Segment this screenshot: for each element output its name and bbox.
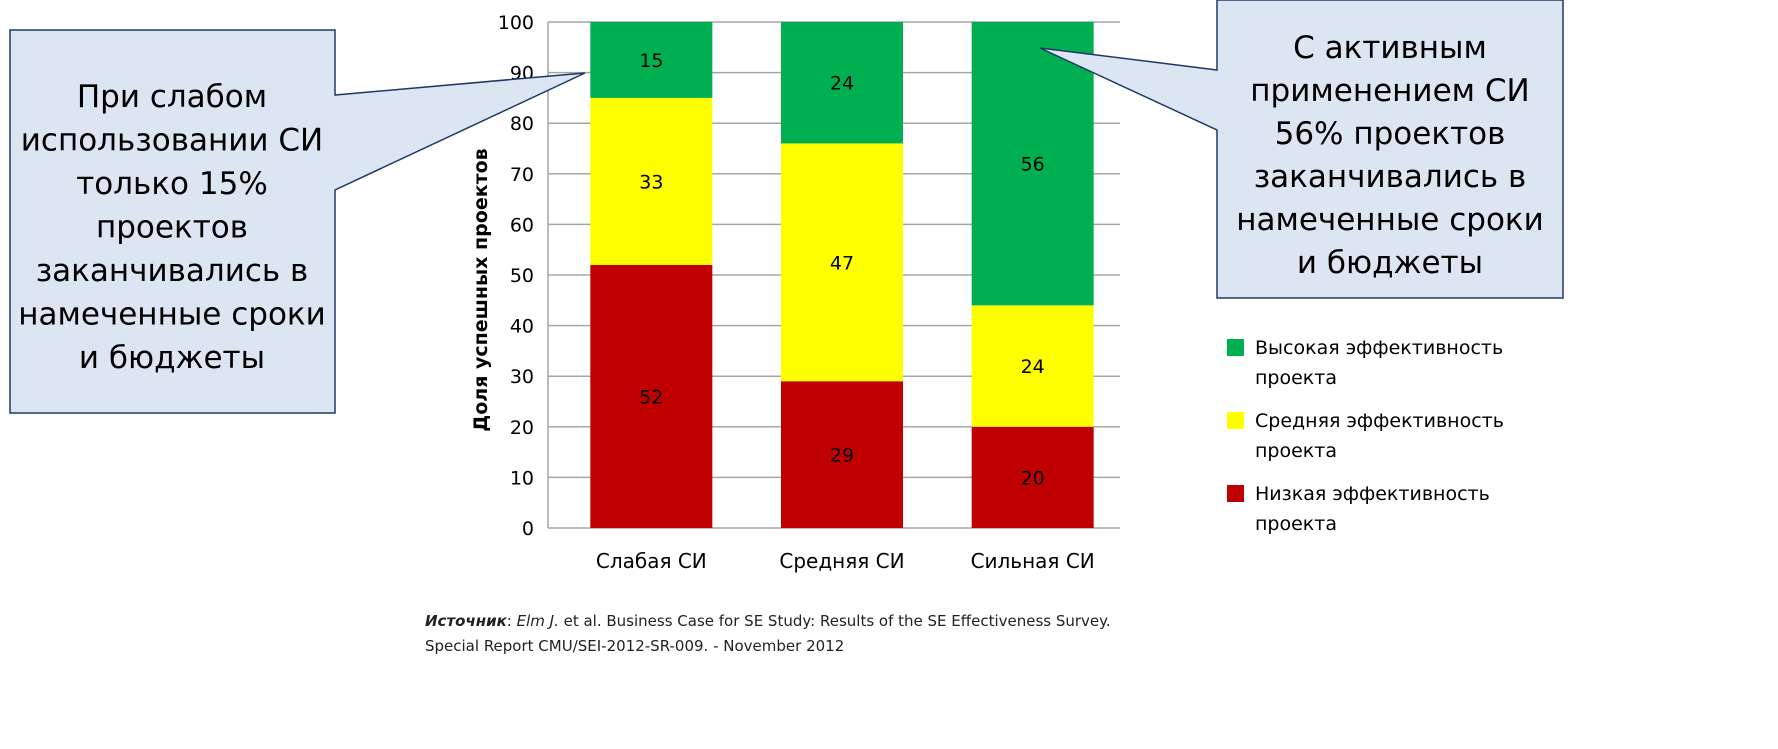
svg-text:Источник: Elm J. et al. Busine: Источник: Elm J. et al. Business Case fo…: [425, 612, 1111, 630]
source-label: Источник: [425, 612, 508, 630]
callout-line: проектов: [96, 210, 248, 246]
callout-right: С активным применением СИ 56% проектов зака…: [1039, 0, 1564, 299]
bar-segment: [971, 22, 1094, 306]
y-tick-label: 40: [510, 316, 534, 338]
y-axis-label: Доля успешных проектов: [470, 148, 492, 431]
callout-line: использовании СИ: [21, 123, 323, 159]
y-tick-label: 30: [510, 366, 534, 388]
callout-line: 56% проектов: [1275, 116, 1506, 152]
callout-line: применением СИ: [1250, 73, 1529, 109]
callout-line: При слабом: [77, 79, 267, 115]
data-label: 29: [830, 445, 854, 467]
source-note: Источник: Elm J. et al. Business Case fo…: [425, 612, 1111, 655]
bar-segment: [590, 22, 713, 98]
y-tick-label: 10: [510, 467, 534, 489]
data-label: 52: [639, 386, 663, 408]
legend: Высокая эффективность проекта Средняя эффе…: [1227, 337, 1504, 535]
y-tick-label: 60: [510, 214, 534, 236]
callout-line: намеченные сроки: [1236, 202, 1544, 238]
bar-segment: [781, 381, 903, 528]
callout-line: заканчивались в: [36, 253, 309, 289]
legend-swatch: [1227, 339, 1244, 356]
data-label: 24: [1021, 356, 1045, 378]
data-label: 56: [1021, 154, 1045, 176]
callout-left: При слабом использовании СИ только 15% прое…: [9, 29, 586, 414]
data-label: 47: [830, 252, 854, 274]
x-tick-label: Сильная СИ: [971, 549, 1095, 573]
bar-segment: [781, 22, 903, 144]
data-label: 20: [1021, 467, 1045, 489]
y-tick-label: 70: [510, 164, 534, 186]
y-tick-label: 50: [510, 265, 534, 287]
y-tick-label: 80: [510, 113, 534, 135]
y-tick-label: 100: [498, 12, 534, 34]
data-label: 24: [830, 73, 854, 95]
x-axis-labels: Слабая СИ Средняя СИ Сильная СИ: [596, 549, 1095, 573]
x-tick-label: Средняя СИ: [779, 549, 904, 573]
source-author: Elm J.: [517, 612, 559, 630]
source-line2: Special Report CMU/SEI-2012-SR-009. - No…: [425, 637, 844, 655]
legend-swatch: [1227, 485, 1244, 502]
bar-segment: [781, 143, 903, 382]
y-tick-label: 20: [510, 417, 534, 439]
x-tick-label: Слабая СИ: [596, 549, 707, 573]
bar-segment: [590, 97, 713, 265]
bar-segment: [971, 305, 1094, 427]
callout-line: С активным: [1293, 30, 1487, 66]
source-line1: et al. Business Case for SE Study: Resul…: [559, 612, 1111, 630]
legend-label: Низкая эффективность проекта: [1255, 483, 1490, 535]
bar-segment: [971, 426, 1094, 528]
legend-label: Средняя эффективность проекта: [1255, 410, 1504, 462]
bars: 52 33 15 29 47 24 20 24 56: [590, 22, 1094, 528]
callout-line: и бюджеты: [1297, 245, 1483, 281]
legend-swatch: [1227, 412, 1244, 429]
legend-label: Высокая эффективность проекта: [1255, 337, 1503, 389]
callout-line: заканчивались в: [1254, 159, 1527, 195]
callout-line: намеченные сроки: [18, 297, 326, 333]
data-label: 33: [639, 171, 663, 193]
data-label: 15: [639, 50, 663, 72]
callout-line: только 15%: [76, 166, 268, 202]
y-tick-label: 0: [522, 518, 534, 540]
callout-line: и бюджеты: [79, 340, 265, 376]
bar-segment: [590, 264, 713, 528]
